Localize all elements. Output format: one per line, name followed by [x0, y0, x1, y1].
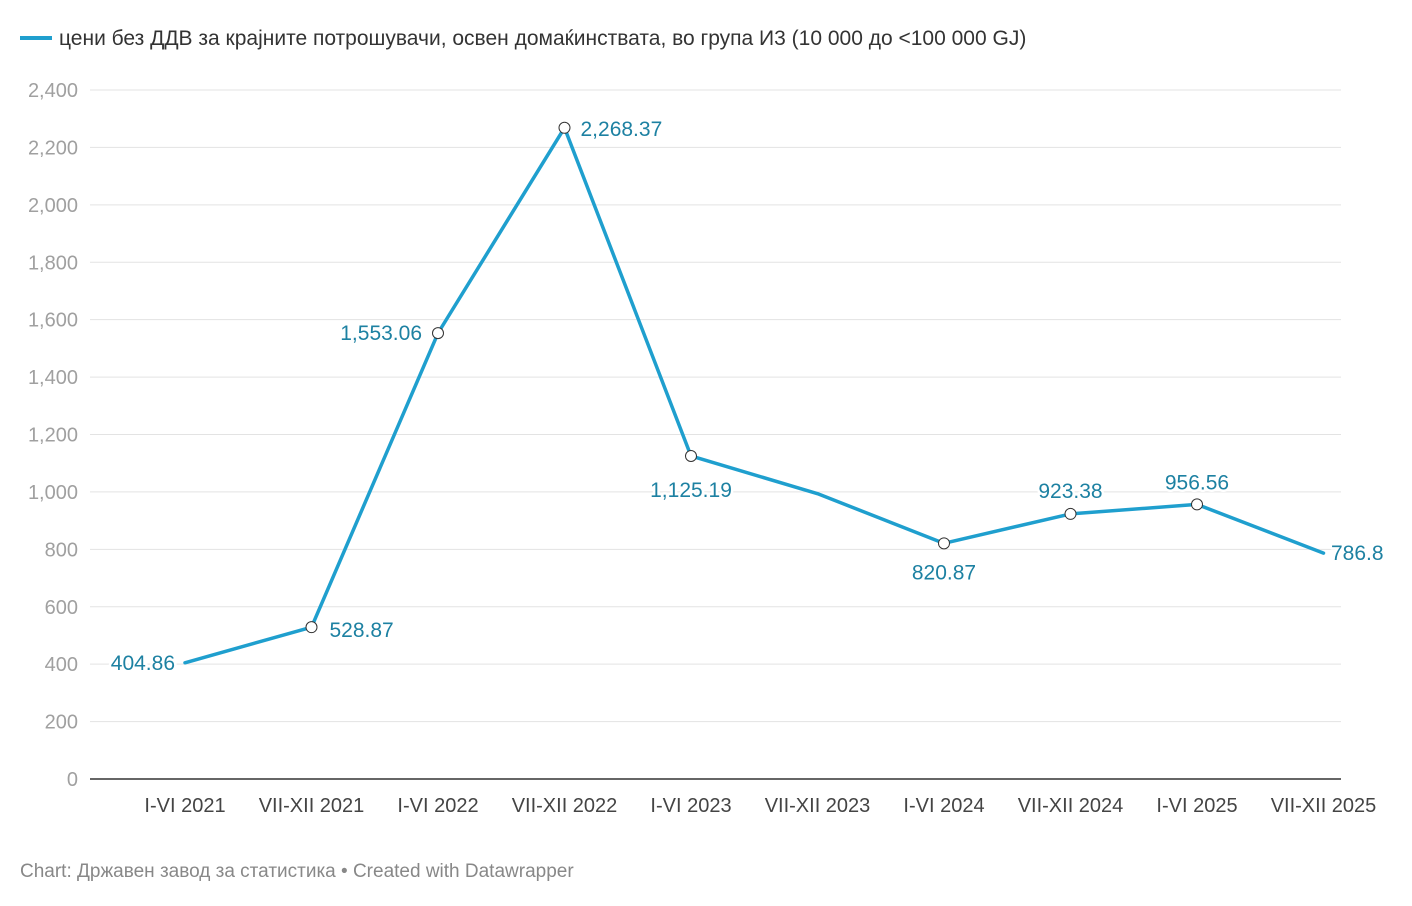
- y-tick-label: 2,400: [28, 80, 78, 102]
- data-label: 956.56: [1165, 471, 1229, 494]
- data-label: 404.86: [111, 652, 175, 675]
- y-tick-label: 1,200: [28, 425, 78, 447]
- y-tick-label: 0: [67, 769, 78, 791]
- data-labels: 404.86404.86528.87528.871,553.061,553.06…: [108, 115, 1386, 677]
- x-tick-label: I-VI 2024: [903, 795, 984, 817]
- legend: цени без ДДВ за крајните потрошувачи, ос…: [20, 27, 1026, 50]
- data-label: 2,268.37: [581, 118, 663, 141]
- x-tick-label: VII-XII 2024: [1018, 795, 1124, 817]
- y-tick-label: 2,000: [28, 195, 78, 217]
- x-tick-label: I-VI 2022: [397, 795, 478, 817]
- data-label: 923.38: [1038, 480, 1102, 503]
- data-label-halo: 404.86: [111, 652, 175, 675]
- data-label-halo: 528.87: [330, 619, 394, 642]
- x-axis: I-VI 2021 VII-XII 2021 I-VI 2022 VII-XII 20…: [144, 795, 1376, 817]
- data-point-marker: [1191, 498, 1203, 511]
- data-label: 528.87: [330, 619, 394, 642]
- x-tick-label: VII-XII 2021: [259, 795, 365, 817]
- gridlines: [90, 89, 1341, 780]
- data-point-marker: [305, 621, 318, 634]
- x-tick-label: VII-XII 2025: [1271, 795, 1377, 817]
- data-label: 820.87: [912, 561, 976, 584]
- data-label: 786.8: [1331, 542, 1384, 565]
- series-layer: [183, 121, 1326, 665]
- y-tick-label: 200: [45, 712, 78, 734]
- y-tick-label: 1,400: [28, 367, 78, 389]
- x-tick-label: I-VI 2025: [1156, 795, 1237, 817]
- x-tick-label: I-VI 2023: [650, 795, 731, 817]
- data-label-halo: 1,553.06: [340, 322, 422, 345]
- series-line: [183, 126, 1326, 665]
- x-tick-label: I-VI 2021: [144, 795, 225, 817]
- y-tick-label: 1,600: [28, 310, 78, 332]
- data-label: 1,125.19: [650, 479, 732, 502]
- data-label-halo: 1,125.19: [650, 479, 732, 502]
- data-point-marker: [1064, 507, 1077, 520]
- legend-label: цени без ДДВ за крајните потрошувачи, ос…: [59, 27, 1026, 50]
- data-label-halo: 956.56: [1165, 471, 1229, 494]
- y-tick-label: 400: [45, 654, 78, 676]
- data-point-marker: [558, 121, 571, 134]
- data-point-marker: [938, 537, 950, 550]
- y-tick-label: 800: [45, 539, 78, 561]
- chart-footer: Chart: Државен завод за статистика • Cre…: [20, 861, 574, 882]
- x-tick-label: VII-XII 2022: [512, 795, 618, 817]
- y-tick-label: 600: [45, 597, 78, 619]
- data-label-halo: 2,268.37: [581, 118, 663, 141]
- y-tick-label: 1,800: [28, 252, 78, 274]
- data-point-marker: [432, 327, 444, 340]
- data-label: 1,553.06: [340, 322, 422, 345]
- y-tick-label: 2,200: [28, 137, 78, 159]
- data-label-halo: 786.8: [1331, 542, 1384, 565]
- x-tick-label: VII-XII 2023: [765, 795, 871, 817]
- y-axis: 0 200 400 600 800 1,000 1,200 1,400 1,600 1,800 2,…: [28, 80, 78, 791]
- data-label-halo: 923.38: [1038, 480, 1102, 503]
- data-label-halo: 820.87: [912, 561, 976, 584]
- y-tick-label: 1,000: [28, 482, 78, 504]
- data-point-marker: [685, 449, 697, 462]
